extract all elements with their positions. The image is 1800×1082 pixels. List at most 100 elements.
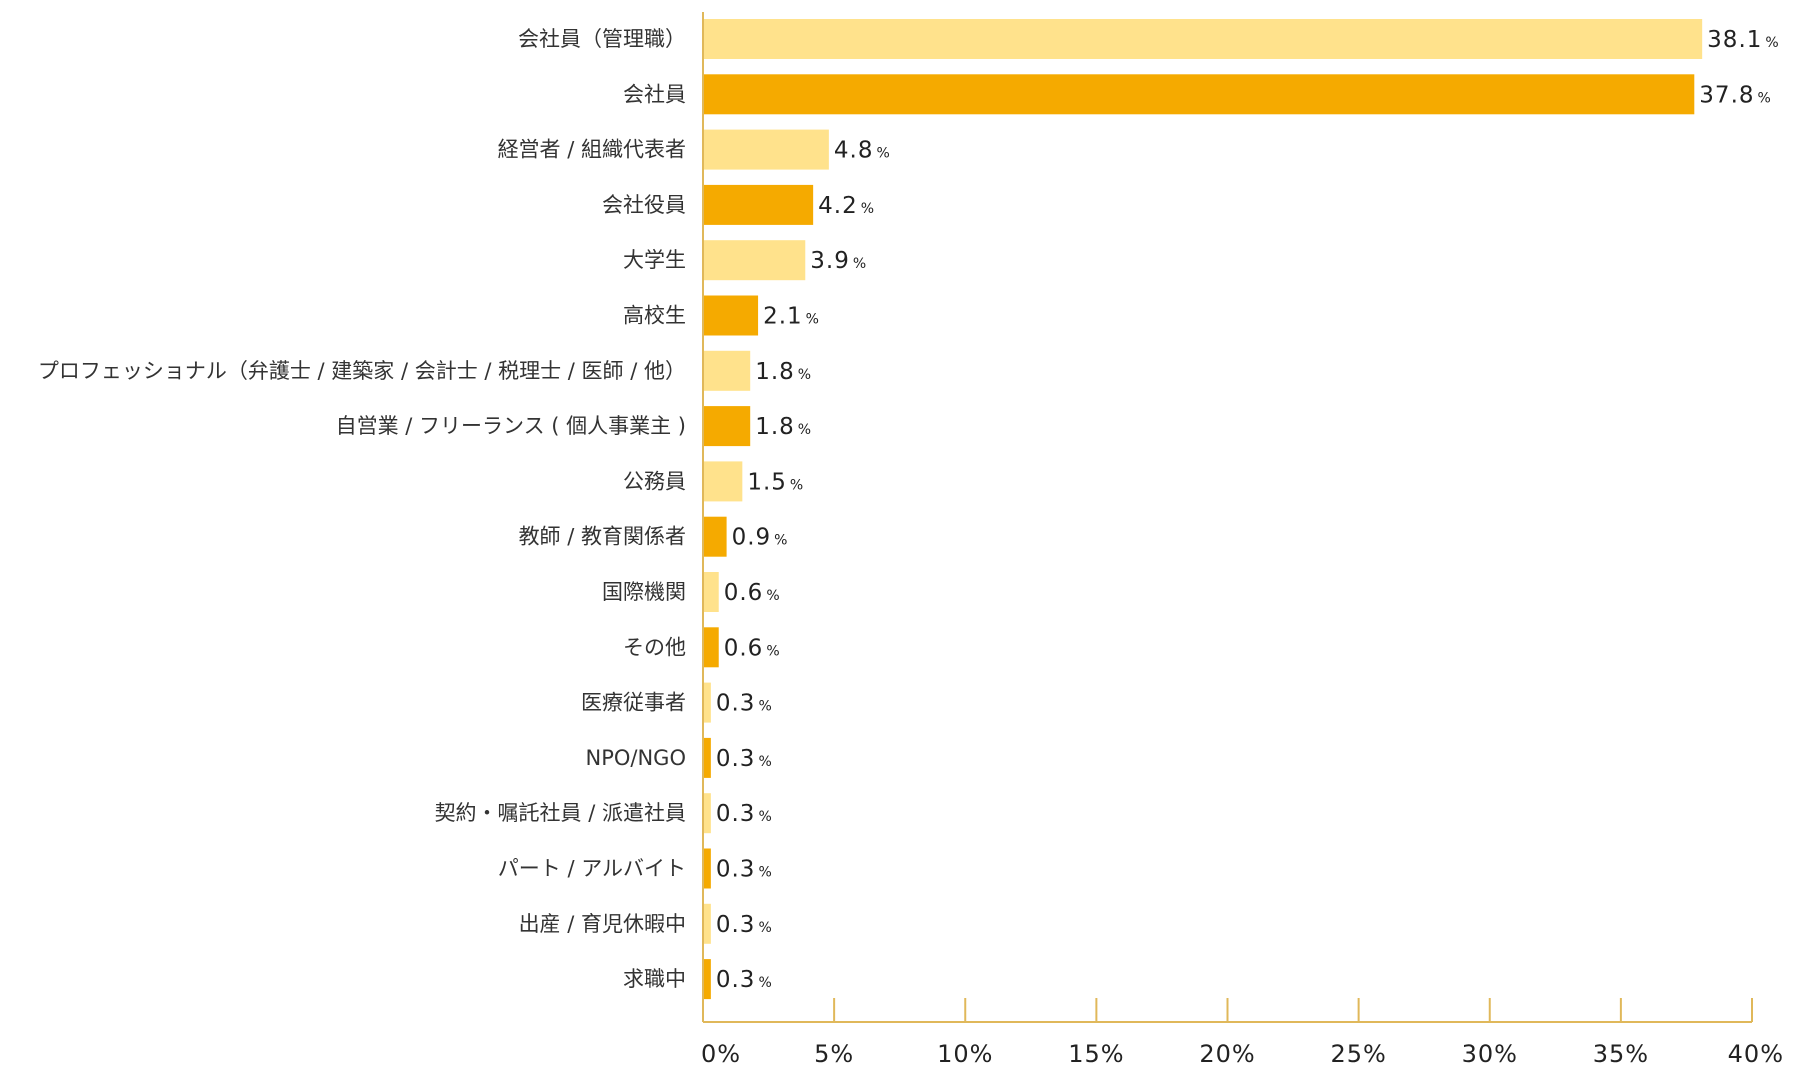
value-label-14: 0.3% bbox=[716, 801, 772, 827]
value-number-17: 0.3 bbox=[716, 967, 756, 993]
value-unit-3: % bbox=[861, 201, 874, 217]
value-label-5: 2.1% bbox=[763, 304, 819, 330]
bar-7 bbox=[703, 406, 751, 447]
value-label-8: 1.5% bbox=[747, 469, 803, 495]
category-label-12: 医療従事者 bbox=[581, 691, 686, 715]
x-tick-label-6: 30% bbox=[1462, 1040, 1518, 1068]
value-labels: 38.1 %37.8 %4.8 %4.2 %3.9 %2.1 %1.8 %1.8 %1.5 %0.… bbox=[716, 27, 1779, 993]
value-number-16: 0.3 bbox=[716, 912, 756, 938]
value-number-4: 3.9 bbox=[810, 248, 850, 274]
value-number-3: 4.2 bbox=[818, 193, 858, 219]
x-tick-label-8: 40% bbox=[1728, 1040, 1784, 1068]
value-label-7: 1.8% bbox=[755, 414, 811, 440]
value-label-1: 37.8% bbox=[1699, 82, 1771, 108]
value-label-10: 0.6% bbox=[724, 580, 780, 606]
x-tick-label-3: 15% bbox=[1068, 1040, 1124, 1068]
value-number-9: 0.9 bbox=[732, 525, 772, 551]
value-number-8: 1.5 bbox=[747, 469, 787, 495]
category-label-1: 会社員 bbox=[623, 82, 686, 106]
category-label-0: 会社員（管理職） bbox=[518, 27, 686, 51]
value-unit-6: % bbox=[798, 367, 811, 383]
value-unit-7: % bbox=[798, 422, 811, 438]
category-label-10: 国際機関 bbox=[602, 580, 686, 604]
value-unit-4: % bbox=[853, 256, 866, 272]
category-label-2: 経営者 / 組織代表者 bbox=[498, 138, 686, 162]
value-number-11: 0.6 bbox=[724, 635, 764, 661]
bar-2 bbox=[703, 129, 829, 170]
value-unit-13: % bbox=[758, 754, 771, 770]
bar-4 bbox=[703, 240, 806, 281]
bar-17 bbox=[703, 959, 711, 1000]
bar-13 bbox=[703, 737, 711, 778]
value-number-6: 1.8 bbox=[755, 359, 795, 385]
value-label-13: 0.3% bbox=[716, 746, 772, 772]
x-tick-label-1: 5% bbox=[814, 1040, 854, 1068]
value-unit-16: % bbox=[758, 920, 771, 936]
value-label-15: 0.3% bbox=[716, 857, 772, 883]
category-label-4: 大学生 bbox=[623, 248, 686, 272]
category-label-3: 会社役員 bbox=[602, 193, 686, 217]
value-number-15: 0.3 bbox=[716, 857, 756, 883]
bar-10 bbox=[703, 572, 719, 612]
value-unit-12: % bbox=[758, 699, 771, 715]
category-label-8: 公務員 bbox=[623, 469, 686, 493]
category-label-7: 自営業 / フリーランス ( 個人事業主 ) bbox=[336, 414, 686, 438]
bar-6 bbox=[703, 350, 751, 391]
value-unit-14: % bbox=[758, 809, 771, 825]
value-number-10: 0.6 bbox=[724, 580, 764, 606]
value-label-12: 0.3% bbox=[716, 691, 772, 717]
value-unit-1: % bbox=[1758, 90, 1771, 106]
bar-11 bbox=[703, 627, 719, 668]
value-unit-2: % bbox=[876, 146, 889, 162]
category-label-11: その他 bbox=[623, 635, 686, 659]
bar-1 bbox=[703, 74, 1695, 115]
value-number-7: 1.8 bbox=[755, 414, 795, 440]
value-label-11: 0.6% bbox=[724, 635, 780, 661]
bar-12 bbox=[703, 682, 711, 723]
category-label-14: 契約・嘱託社員 / 派遣社員 bbox=[435, 801, 686, 825]
value-label-9: 0.9% bbox=[732, 525, 788, 551]
value-number-5: 2.1 bbox=[763, 304, 803, 330]
bars bbox=[703, 19, 1703, 1000]
value-number-1: 37.8 bbox=[1699, 82, 1754, 108]
value-number-0: 38.1 bbox=[1707, 27, 1762, 53]
value-label-17: 0.3% bbox=[716, 967, 772, 993]
category-label-17: 求職中 bbox=[623, 967, 686, 991]
x-tick-label-5: 25% bbox=[1330, 1040, 1386, 1068]
value-unit-5: % bbox=[806, 312, 819, 328]
x-tick-label-7: 35% bbox=[1593, 1040, 1649, 1068]
value-label-0: 38.1% bbox=[1707, 27, 1779, 53]
category-label-5: 高校生 bbox=[623, 304, 686, 328]
value-label-16: 0.3% bbox=[716, 912, 772, 938]
value-label-6: 1.8% bbox=[755, 359, 811, 385]
category-label-9: 教師 / 教育関係者 bbox=[519, 525, 686, 549]
category-label-16: 出産 / 育児休暇中 bbox=[519, 912, 686, 936]
bar-16 bbox=[703, 903, 711, 944]
value-label-2: 4.8% bbox=[834, 138, 890, 164]
bar-15 bbox=[703, 848, 711, 889]
x-tick-label-2: 10% bbox=[937, 1040, 993, 1068]
category-label-13: NPO/NGO bbox=[586, 746, 687, 770]
value-unit-17: % bbox=[758, 975, 771, 991]
value-label-4: 3.9% bbox=[810, 248, 866, 274]
bar-5 bbox=[703, 295, 759, 336]
category-label-6: プロフェッショナル（弁護士 / 建築家 / 会計士 / 税理士 / 医師 / 他… bbox=[38, 359, 686, 383]
value-unit-15: % bbox=[758, 865, 771, 881]
value-number-13: 0.3 bbox=[716, 746, 756, 772]
value-label-3: 4.2% bbox=[818, 193, 874, 219]
x-tick-label-4: 20% bbox=[1199, 1040, 1255, 1068]
value-unit-11: % bbox=[766, 643, 779, 659]
bar-8 bbox=[703, 461, 743, 502]
axes: 0% 5% 10% 15% 20% 25% 30% 35% 40% bbox=[701, 12, 1784, 1068]
value-number-12: 0.3 bbox=[716, 691, 756, 717]
bar-9 bbox=[703, 516, 727, 557]
bar-0 bbox=[703, 19, 1703, 59]
value-unit-9: % bbox=[774, 533, 787, 549]
value-unit-10: % bbox=[766, 588, 779, 604]
value-number-2: 4.8 bbox=[834, 138, 874, 164]
value-number-14: 0.3 bbox=[716, 801, 756, 827]
category-label-15: パート / アルバイト bbox=[498, 857, 686, 881]
